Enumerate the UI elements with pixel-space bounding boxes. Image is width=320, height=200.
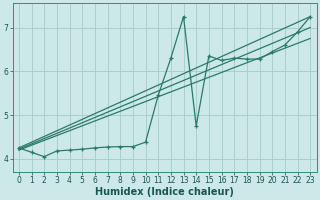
X-axis label: Humidex (Indice chaleur): Humidex (Indice chaleur) (95, 187, 234, 197)
